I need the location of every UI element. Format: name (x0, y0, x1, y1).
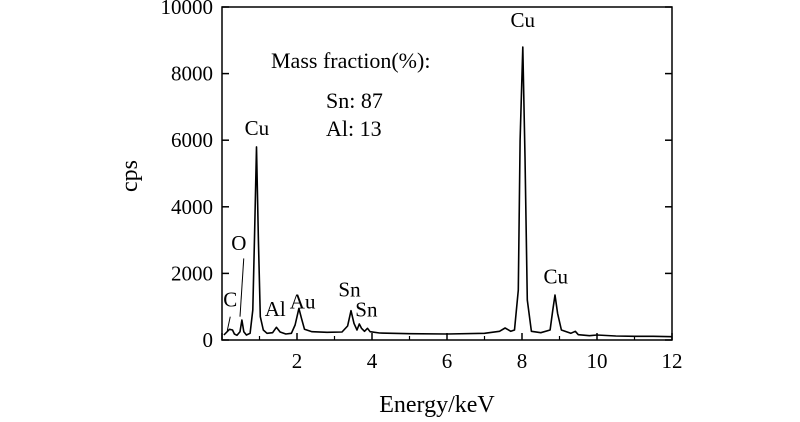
y-tick-label: 4000 (171, 195, 213, 219)
y-tick-label: 2000 (171, 261, 213, 285)
y-axis-label: cps (117, 160, 143, 192)
series-line (223, 46, 673, 338)
peak-label-sn: Sn (355, 298, 378, 322)
x-tick-label: 6 (442, 349, 453, 373)
x-tick-label: 10 (587, 349, 608, 373)
x-axis-label: Energy/keV (379, 392, 495, 418)
peak-leader-lines (226, 258, 245, 331)
y-tick-label: 6000 (171, 128, 213, 152)
series-layer (223, 46, 673, 338)
peak-label-al: Al (265, 297, 286, 321)
peak-label-au: Au (290, 289, 316, 313)
y-axis-ticks: 0 2000 4000 6000 8000 10000 (161, 0, 672, 352)
y-tick-label: 8000 (171, 62, 213, 86)
annotation-heading: Mass fraction(%): (271, 48, 430, 73)
y-tick-label: 10000 (161, 0, 214, 19)
annotation-line-sn: Sn: 87 (326, 88, 383, 113)
peak-label-c: C (223, 288, 237, 312)
peak-label-cu: Cu (245, 116, 270, 140)
x-tick-label: 12 (662, 349, 683, 373)
leader-line-c (226, 316, 231, 331)
leader-line-o (239, 258, 245, 317)
peak-label-cu: Cu (510, 8, 535, 32)
peak-label-cu: Cu (543, 264, 568, 288)
peak-label-o: O (231, 231, 246, 255)
annotation-line-al: Al: 13 (326, 116, 382, 141)
x-tick-label: 4 (367, 349, 378, 373)
x-tick-label: 8 (517, 349, 528, 373)
x-axis-ticks: 2 4 6 8 10 12 (221, 333, 683, 373)
peak-label-sn: Sn (338, 278, 361, 302)
y-tick-label: 0 (203, 328, 214, 352)
x-tick-label: 2 (292, 349, 303, 373)
